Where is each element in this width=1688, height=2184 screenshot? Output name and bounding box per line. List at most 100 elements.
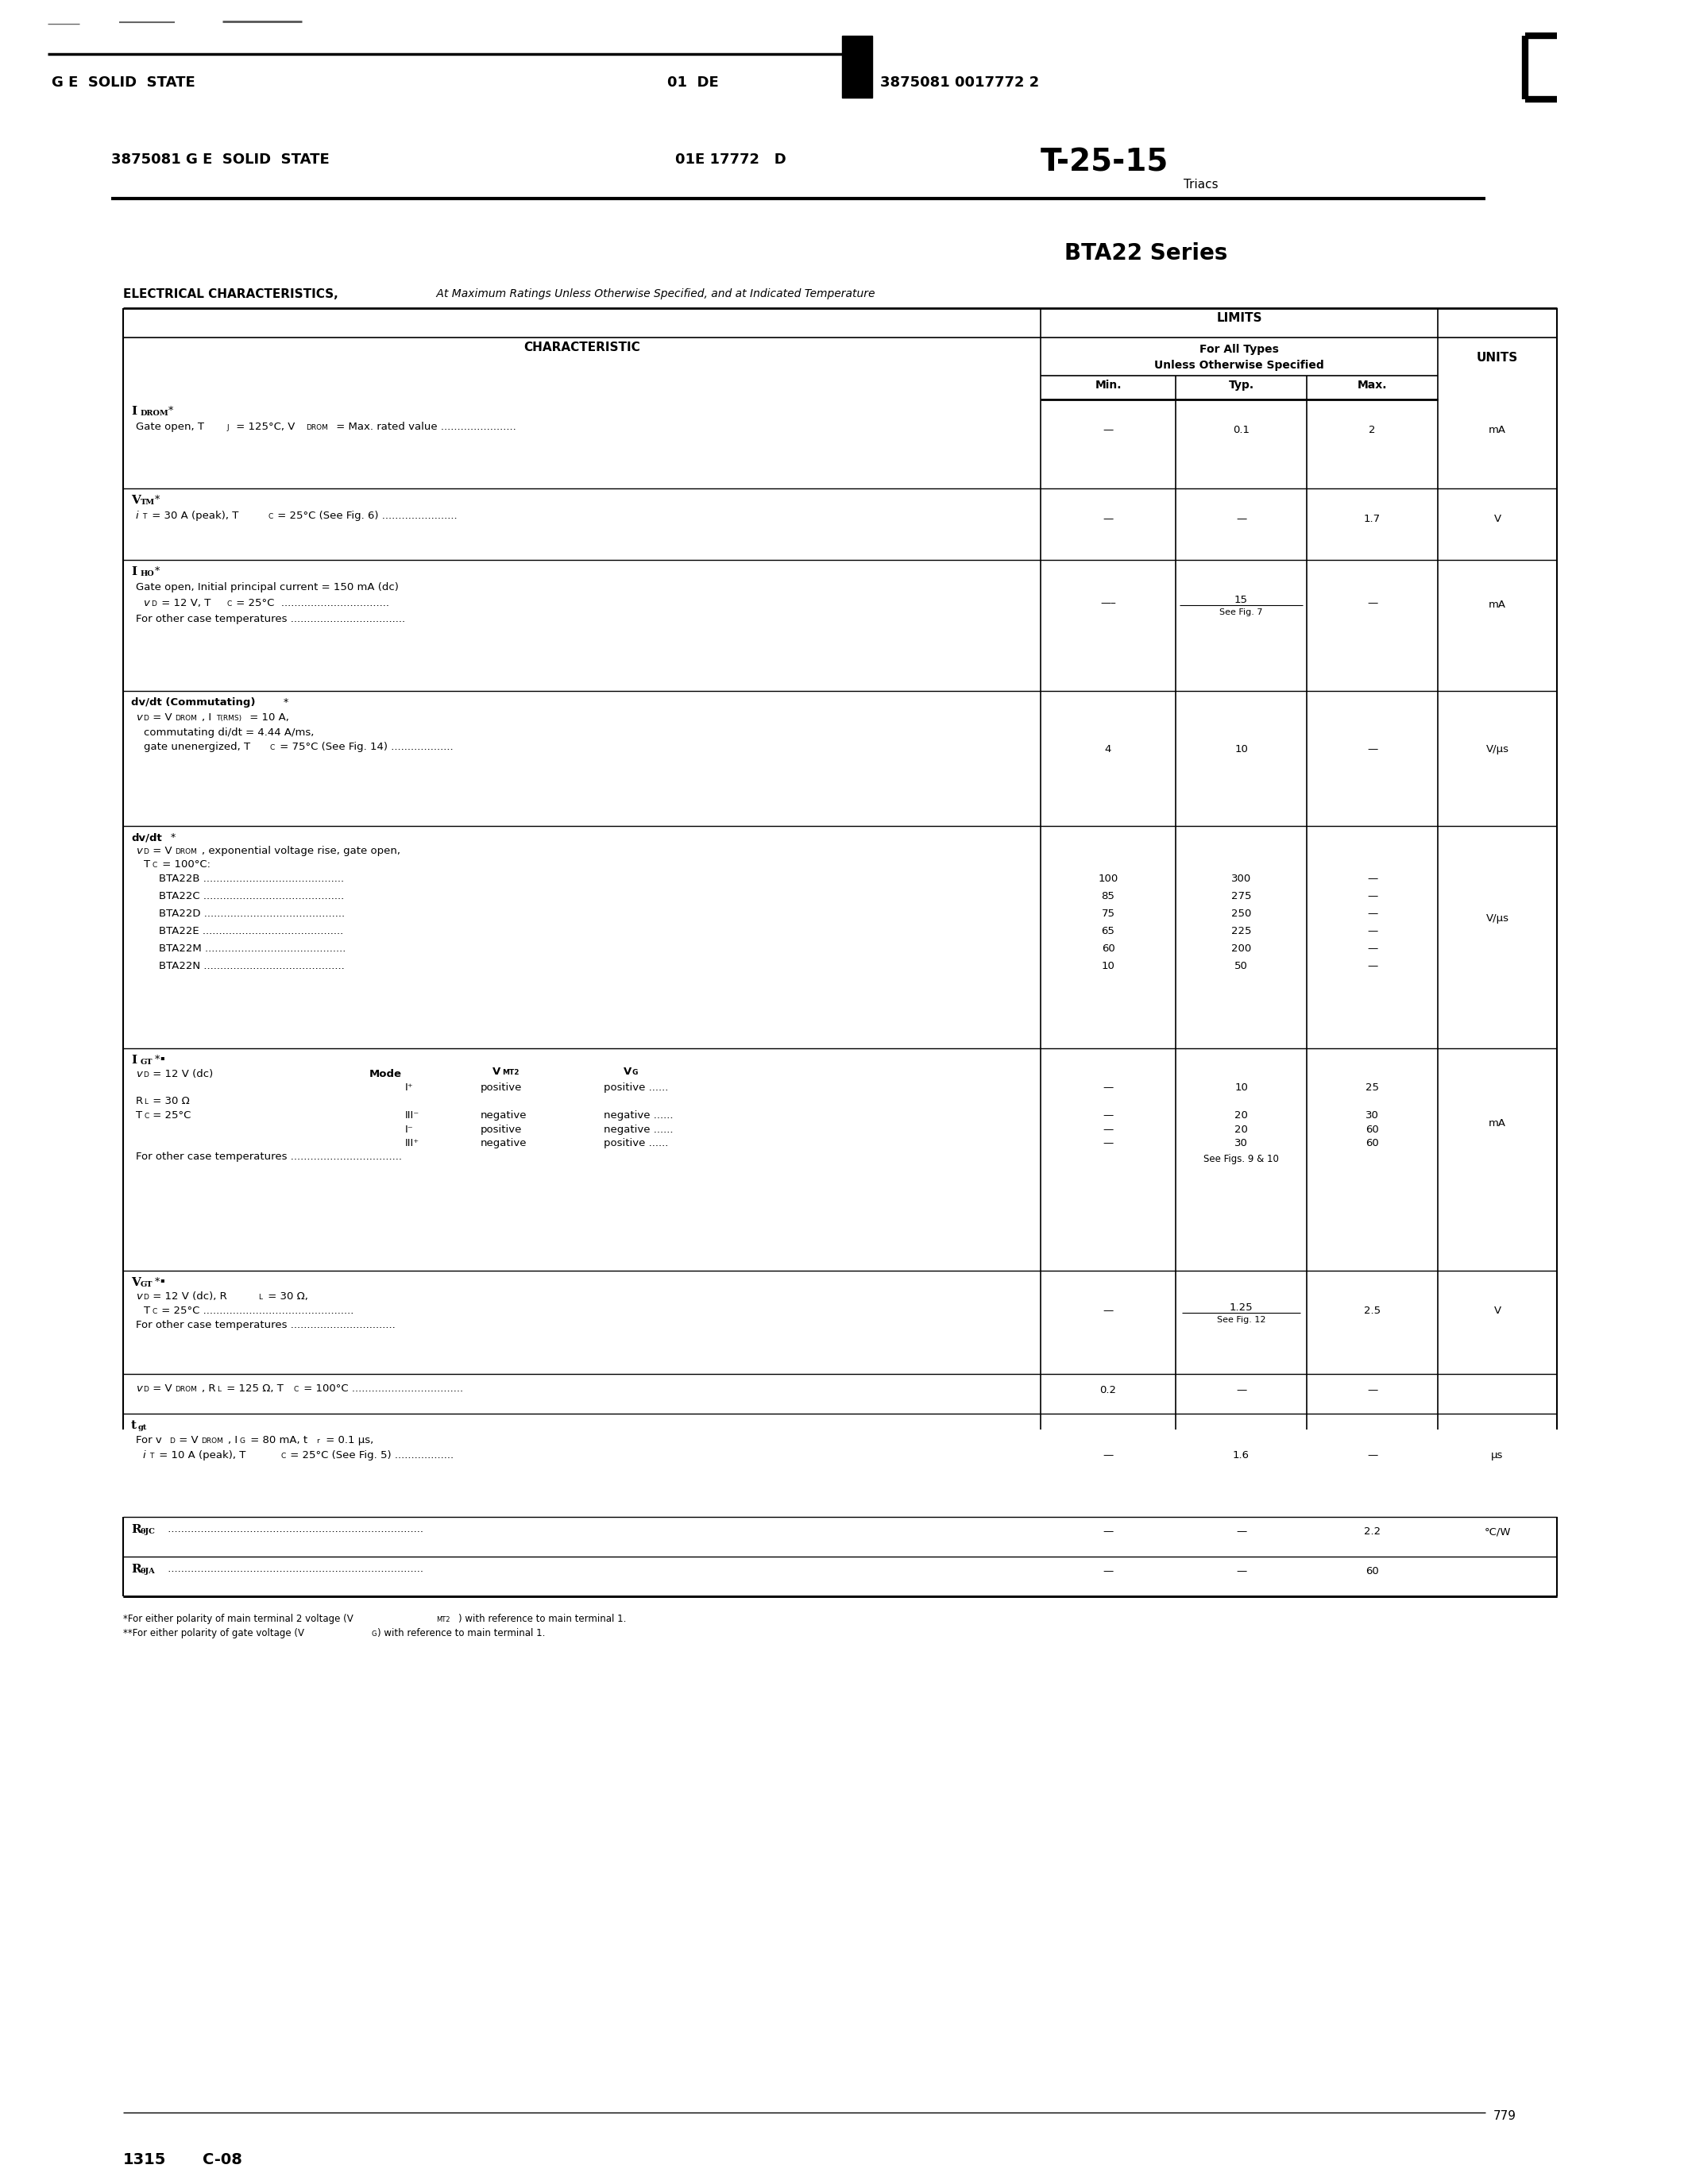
Text: 3875081 0017772 2: 3875081 0017772 2 xyxy=(879,76,1040,90)
Text: = 30 A (peak), T: = 30 A (peak), T xyxy=(149,511,238,522)
Text: DROM: DROM xyxy=(306,424,327,430)
Text: L: L xyxy=(258,1293,262,1302)
Text: mA: mA xyxy=(1489,426,1506,435)
Text: gt: gt xyxy=(138,1424,147,1431)
Text: —: — xyxy=(1367,961,1377,972)
Text: = 80 mA, t: = 80 mA, t xyxy=(246,1435,307,1446)
Text: V: V xyxy=(132,496,140,507)
Text: 65: 65 xyxy=(1101,926,1114,937)
Text: 3875081 G E  SOLID  STATE: 3875081 G E SOLID STATE xyxy=(111,153,329,166)
Text: —: — xyxy=(1367,1450,1377,1461)
Text: negative ......: negative ...... xyxy=(604,1109,674,1120)
Text: GT: GT xyxy=(140,1059,154,1066)
Text: D: D xyxy=(143,1387,149,1393)
Text: , I: , I xyxy=(203,712,211,723)
Text: *: * xyxy=(284,697,289,708)
Text: C: C xyxy=(152,863,157,869)
Text: Gate open, Initial principal current = 150 mA (dc): Gate open, Initial principal current = 1… xyxy=(135,583,398,592)
Text: D: D xyxy=(143,1293,149,1302)
Text: HO: HO xyxy=(140,570,155,577)
Text: Max.: Max. xyxy=(1357,380,1388,391)
Text: For All Types: For All Types xyxy=(1200,343,1280,356)
Text: = Max. rated value .......................: = Max. rated value .....................… xyxy=(333,422,517,432)
Text: —: — xyxy=(1102,1566,1114,1577)
Text: MT2: MT2 xyxy=(436,1616,451,1623)
Text: C-08: C-08 xyxy=(203,2151,241,2167)
Text: ) with reference to main terminal 1.: ) with reference to main terminal 1. xyxy=(378,1627,545,1638)
Text: Gate open, T: Gate open, T xyxy=(135,422,204,432)
Text: = 25°C ..............................................: = 25°C .................................… xyxy=(159,1306,354,1317)
Text: DROM: DROM xyxy=(201,1437,223,1444)
Text: G E  SOLID  STATE: G E SOLID STATE xyxy=(52,76,196,90)
Text: DROM: DROM xyxy=(176,714,197,723)
Text: v: v xyxy=(135,845,142,856)
Text: ▪: ▪ xyxy=(160,1278,164,1284)
Text: T: T xyxy=(143,858,150,869)
Text: V: V xyxy=(493,1066,501,1077)
Text: 10: 10 xyxy=(1101,961,1114,972)
Text: = 25°C (See Fig. 5) ..................: = 25°C (See Fig. 5) .................. xyxy=(287,1450,454,1461)
Text: = V: = V xyxy=(149,1382,172,1393)
Text: ..............................................................................: ........................................… xyxy=(164,1524,424,1535)
Text: positive: positive xyxy=(481,1125,522,1136)
Text: DROM: DROM xyxy=(140,411,169,417)
Text: 30: 30 xyxy=(1234,1138,1247,1149)
Text: commutating di/dt = 4.44 A/ms,: commutating di/dt = 4.44 A/ms, xyxy=(143,727,314,738)
Text: θJA: θJA xyxy=(140,1568,155,1575)
Text: = 12 V (dc): = 12 V (dc) xyxy=(149,1068,213,1079)
Text: 15: 15 xyxy=(1234,594,1247,605)
Text: —: — xyxy=(1102,1306,1114,1317)
Text: For other case temperatures ................................: For other case temperatures ............… xyxy=(135,1319,395,1330)
Text: CHARACTERISTIC: CHARACTERISTIC xyxy=(523,341,640,354)
Text: = 12 V (dc), R: = 12 V (dc), R xyxy=(149,1291,226,1302)
Text: D: D xyxy=(143,847,149,856)
Text: BTA22M ...........................................: BTA22M .................................… xyxy=(159,943,346,954)
Text: —: — xyxy=(1236,1527,1246,1538)
Text: GT: GT xyxy=(140,1282,154,1289)
Text: , R: , R xyxy=(203,1382,216,1393)
Text: 2.5: 2.5 xyxy=(1364,1306,1381,1317)
Text: BTA22C ...........................................: BTA22C .................................… xyxy=(159,891,344,902)
Text: = 75°C (See Fig. 14) ...................: = 75°C (See Fig. 14) ................... xyxy=(277,743,454,751)
Text: —: — xyxy=(1102,1138,1114,1149)
Text: mA: mA xyxy=(1489,1118,1506,1129)
Text: = 25°C  .................................: = 25°C ................................. xyxy=(233,598,390,609)
Text: 275: 275 xyxy=(1231,891,1251,902)
Text: —: — xyxy=(1102,1527,1114,1538)
Text: 25: 25 xyxy=(1366,1083,1379,1092)
Text: 10: 10 xyxy=(1234,745,1247,753)
Text: DROM: DROM xyxy=(176,1387,197,1393)
Text: C: C xyxy=(280,1452,285,1459)
Text: °C/W: °C/W xyxy=(1484,1527,1511,1538)
Text: *: * xyxy=(170,832,176,843)
Text: MT2: MT2 xyxy=(501,1068,520,1077)
Text: V: V xyxy=(1494,513,1501,524)
Text: BTA22D ...........................................: BTA22D .................................… xyxy=(159,909,344,919)
Text: III⁻: III⁻ xyxy=(405,1109,420,1120)
Text: *: * xyxy=(155,566,160,577)
Text: TM: TM xyxy=(140,498,155,507)
Text: Mode: Mode xyxy=(370,1068,402,1079)
Text: = 10 A (peak), T: = 10 A (peak), T xyxy=(155,1450,246,1461)
Text: 01  DE: 01 DE xyxy=(667,76,719,90)
Text: 10: 10 xyxy=(1234,1083,1247,1092)
Text: R: R xyxy=(135,1096,143,1107)
Text: D: D xyxy=(143,1072,149,1079)
Text: 0.2: 0.2 xyxy=(1101,1385,1116,1396)
Text: V/μs: V/μs xyxy=(1485,745,1509,753)
Text: = 30 Ω,: = 30 Ω, xyxy=(265,1291,309,1302)
Text: D: D xyxy=(150,601,157,607)
Text: —: — xyxy=(1367,1385,1377,1396)
Text: For other case temperatures ...................................: For other case temperatures ............… xyxy=(135,614,405,625)
Text: 2.2: 2.2 xyxy=(1364,1527,1381,1538)
Text: dv/dt: dv/dt xyxy=(132,832,162,843)
Text: = 0.1 μs,: = 0.1 μs, xyxy=(322,1435,373,1446)
Text: Typ.: Typ. xyxy=(1229,380,1254,391)
Text: I⁻: I⁻ xyxy=(405,1125,414,1136)
Text: C: C xyxy=(270,745,275,751)
Text: See Figs. 9 & 10: See Figs. 9 & 10 xyxy=(1204,1153,1280,1164)
Text: G: G xyxy=(371,1631,376,1638)
Text: Min.: Min. xyxy=(1096,380,1121,391)
Text: 1.25: 1.25 xyxy=(1229,1302,1252,1313)
Text: 250: 250 xyxy=(1231,909,1251,919)
